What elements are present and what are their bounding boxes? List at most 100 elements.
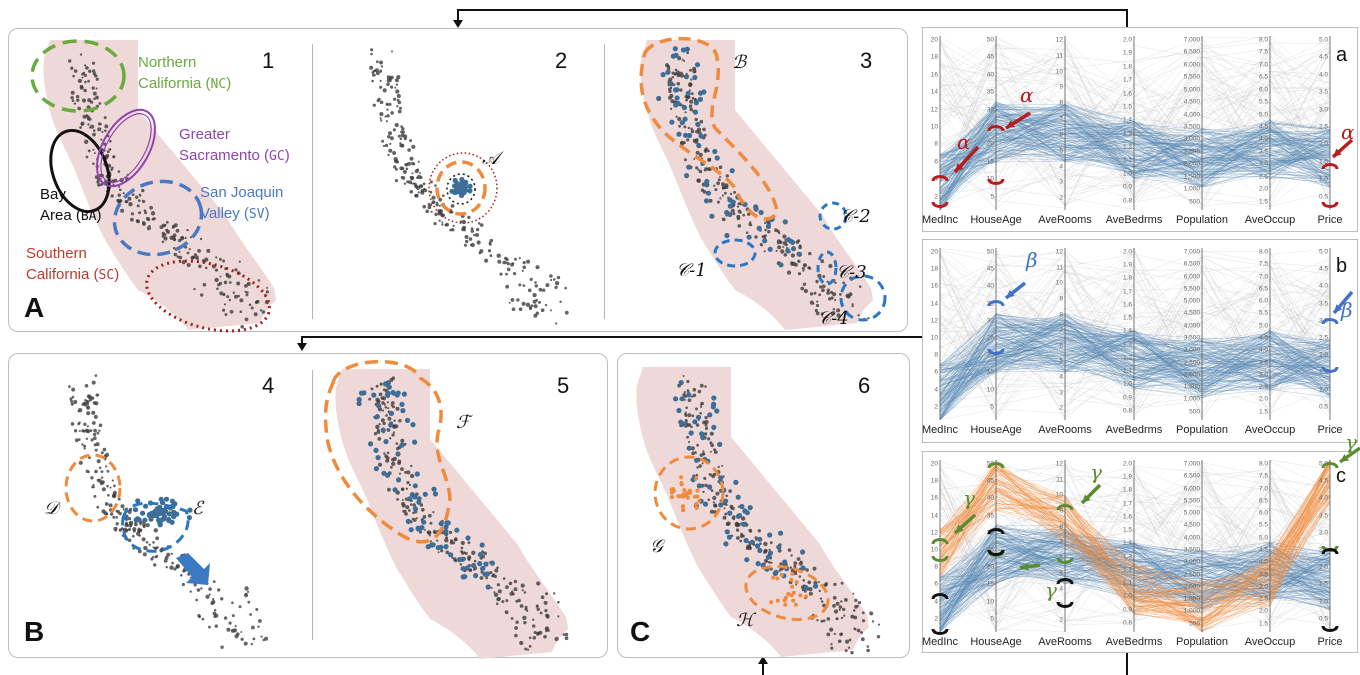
highlight-point xyxy=(682,116,688,122)
map-point xyxy=(543,634,547,639)
map-point xyxy=(71,387,76,392)
map-point xyxy=(803,288,808,294)
map-point xyxy=(418,184,423,189)
map-point xyxy=(524,647,528,651)
cluster-point xyxy=(166,511,172,517)
map-point xyxy=(106,150,110,154)
map-point xyxy=(464,552,468,555)
map-point xyxy=(754,235,758,239)
map-point xyxy=(386,114,390,118)
region-code: GC xyxy=(269,149,285,164)
map-point xyxy=(226,627,231,632)
map-point xyxy=(411,161,415,166)
map-point xyxy=(196,588,201,592)
map-point xyxy=(198,264,202,269)
map-point xyxy=(708,198,713,203)
map-point xyxy=(695,150,700,155)
map-point xyxy=(692,69,697,74)
map-point xyxy=(108,503,113,508)
map-point xyxy=(104,124,109,129)
map-point xyxy=(382,388,386,392)
map-point xyxy=(386,401,389,404)
map-point xyxy=(148,543,151,546)
map-point xyxy=(832,308,835,311)
map-point xyxy=(385,458,390,463)
highlight-point xyxy=(672,46,678,52)
map-point xyxy=(388,148,393,153)
pc-letter-a: a xyxy=(1336,44,1348,66)
cluster-point xyxy=(463,179,469,185)
highlight-point xyxy=(698,133,704,139)
map-point xyxy=(422,204,427,209)
highlight-point xyxy=(753,204,759,210)
map-point xyxy=(666,66,671,71)
map-point xyxy=(419,176,423,179)
cluster-label-c4: 𝒞-4 xyxy=(818,308,849,329)
map-point xyxy=(554,285,558,290)
map-point xyxy=(427,513,432,518)
map-point xyxy=(504,610,509,615)
map-point xyxy=(534,284,538,288)
map-point xyxy=(193,287,196,291)
cluster-point xyxy=(187,507,193,513)
map-point xyxy=(384,454,388,458)
map-point xyxy=(231,614,235,618)
map-point xyxy=(181,260,186,265)
map-point xyxy=(152,555,155,559)
map-point xyxy=(690,129,695,134)
map-point xyxy=(494,568,499,573)
map-point xyxy=(386,451,390,455)
panel-letter-b: B xyxy=(24,616,45,647)
map-point xyxy=(103,511,108,516)
map-point xyxy=(122,527,128,532)
highlight-point xyxy=(679,120,685,126)
map-point xyxy=(522,265,526,270)
map-point xyxy=(127,196,132,201)
map-point xyxy=(375,384,379,388)
scatter-map-4 xyxy=(64,374,269,649)
map-point xyxy=(216,287,219,291)
map-point xyxy=(195,598,199,602)
map-point xyxy=(696,178,701,183)
map-point xyxy=(694,140,699,144)
map-point xyxy=(414,169,419,174)
map-point xyxy=(79,126,82,129)
map-point xyxy=(125,521,128,525)
map-point xyxy=(379,79,382,82)
map-point xyxy=(674,73,677,76)
map-point xyxy=(215,256,218,259)
map-point xyxy=(818,293,822,297)
map-point xyxy=(84,384,89,388)
map-point xyxy=(83,422,87,426)
greek-annotation-a: α xyxy=(1341,120,1355,144)
map-point xyxy=(128,507,133,512)
map-point xyxy=(218,257,222,261)
map-point xyxy=(259,309,263,312)
highlight-point xyxy=(758,209,764,216)
map-point xyxy=(544,303,548,307)
map-point xyxy=(782,234,787,239)
map-point xyxy=(511,262,515,265)
map-point xyxy=(379,60,383,65)
highlight-point xyxy=(762,238,768,244)
map-point xyxy=(411,517,415,521)
map-point xyxy=(483,551,487,556)
map-point xyxy=(420,190,425,195)
map-point xyxy=(407,509,411,512)
map-point xyxy=(671,71,675,75)
map-point xyxy=(97,183,101,187)
map-point xyxy=(387,407,390,410)
map-point xyxy=(524,605,528,609)
map-point xyxy=(201,617,205,621)
map-point xyxy=(71,395,75,399)
map-point xyxy=(465,239,469,244)
map-point xyxy=(120,527,124,531)
map-point xyxy=(677,116,682,122)
map-point xyxy=(518,307,523,312)
map-point xyxy=(559,300,562,303)
map-point xyxy=(393,165,397,169)
map-point xyxy=(562,633,566,636)
map-point xyxy=(94,374,98,377)
map-point xyxy=(400,166,405,171)
map-point xyxy=(178,255,183,260)
